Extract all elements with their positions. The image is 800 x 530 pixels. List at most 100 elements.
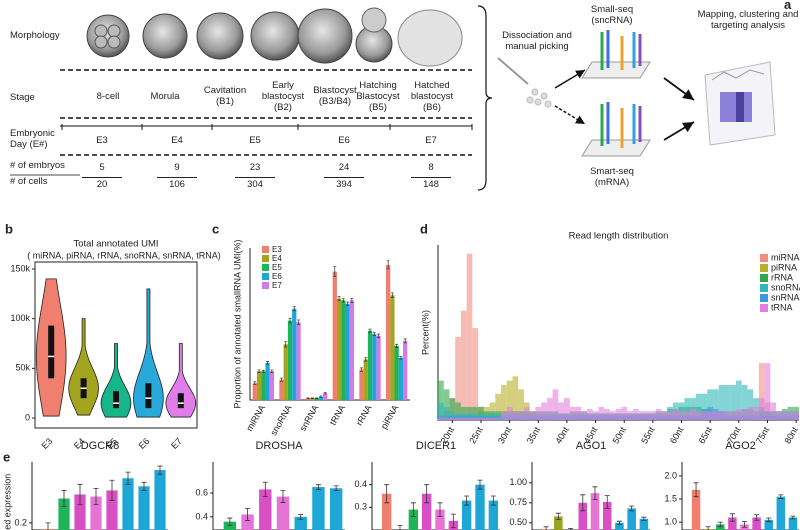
panel-label: d bbox=[420, 221, 428, 236]
axis bbox=[212, 462, 345, 530]
error-bar bbox=[705, 526, 711, 530]
bar bbox=[770, 402, 777, 420]
bar bbox=[655, 409, 662, 420]
legend-label: E6 bbox=[272, 272, 282, 281]
bar bbox=[466, 417, 473, 420]
bar bbox=[336, 298, 342, 400]
bar bbox=[558, 402, 565, 420]
bar bbox=[713, 411, 719, 420]
bar bbox=[312, 487, 325, 530]
error-bar bbox=[157, 465, 163, 475]
error-bar bbox=[604, 495, 610, 509]
y-tick-label: 1.0 bbox=[664, 517, 677, 527]
legend-swatch bbox=[760, 294, 768, 302]
row-label: # of cells bbox=[10, 176, 48, 187]
sequencing-reads bbox=[600, 30, 642, 148]
bar bbox=[758, 363, 765, 420]
error-bar bbox=[141, 481, 147, 491]
bar bbox=[122, 478, 134, 530]
y-tick-label: 0.75 bbox=[509, 497, 527, 507]
row-label: Morphology bbox=[10, 30, 60, 41]
embryo bbox=[397, 9, 463, 67]
bar bbox=[747, 389, 754, 420]
bar bbox=[752, 517, 761, 530]
error-bar bbox=[410, 502, 416, 517]
legend-swatch bbox=[262, 246, 269, 253]
y-tick-label: 50k bbox=[15, 363, 30, 373]
error-bar bbox=[297, 319, 301, 326]
bar bbox=[638, 411, 645, 420]
bar bbox=[443, 417, 450, 420]
bar bbox=[306, 398, 311, 400]
bar bbox=[506, 380, 513, 420]
bar bbox=[776, 411, 782, 420]
legend-label: E4 bbox=[272, 254, 282, 263]
bar bbox=[590, 493, 600, 530]
bar bbox=[575, 406, 582, 420]
y-tick-label: 2.0 bbox=[664, 470, 677, 480]
bar bbox=[667, 411, 673, 420]
bar bbox=[724, 411, 731, 420]
embryonic-day: E7 bbox=[425, 134, 437, 146]
bar bbox=[691, 489, 701, 530]
bar bbox=[586, 409, 593, 420]
panel-label: e bbox=[3, 449, 10, 464]
error-bar bbox=[364, 357, 368, 362]
x-tick-label: E7 bbox=[169, 436, 184, 451]
embryo-images bbox=[86, 7, 463, 67]
error-bar bbox=[245, 508, 251, 521]
bar bbox=[564, 398, 570, 420]
bar bbox=[747, 406, 754, 420]
bar bbox=[394, 345, 399, 400]
chart-title: DICER1 bbox=[416, 440, 456, 452]
bar bbox=[581, 411, 587, 420]
error-bar bbox=[77, 483, 83, 506]
bar bbox=[359, 369, 364, 400]
embryo bbox=[361, 7, 387, 33]
error-bar bbox=[490, 495, 496, 506]
bar bbox=[386, 264, 391, 400]
y-tick-label: 0.4 bbox=[354, 479, 367, 489]
error-bar bbox=[729, 513, 735, 522]
error-bar bbox=[629, 505, 635, 512]
cell bbox=[534, 98, 542, 106]
chart-title: Total annotated UMI bbox=[73, 239, 158, 250]
bar bbox=[367, 330, 373, 400]
cell-count: 304 bbox=[235, 177, 275, 190]
error-bar bbox=[45, 522, 51, 530]
bar bbox=[735, 380, 742, 420]
stage: Early blastocyst (B2) bbox=[261, 79, 305, 113]
bar bbox=[644, 411, 651, 420]
embryonic-day: E6 bbox=[338, 134, 350, 146]
legend-label: snRNA bbox=[771, 292, 800, 302]
bar bbox=[106, 490, 118, 530]
error-bar bbox=[333, 266, 337, 278]
bar bbox=[552, 389, 559, 420]
bar bbox=[455, 417, 461, 420]
bar bbox=[495, 417, 502, 420]
legend-swatch bbox=[760, 264, 768, 272]
stage: Morula bbox=[150, 90, 180, 102]
x-tick-label: snoRNA bbox=[268, 403, 293, 437]
chart-title: AGO2 bbox=[725, 440, 756, 452]
cell bbox=[94, 24, 108, 38]
box bbox=[113, 391, 119, 409]
cell bbox=[94, 35, 108, 49]
legend-swatch bbox=[262, 264, 269, 271]
axis bbox=[31, 462, 168, 530]
bar bbox=[372, 334, 377, 400]
cell-count: 394 bbox=[324, 177, 364, 190]
embryonic-day: E5 bbox=[249, 134, 261, 146]
legend-label: E3 bbox=[272, 245, 282, 254]
axis bbox=[34, 261, 198, 429]
bar bbox=[138, 486, 150, 530]
violin bbox=[133, 288, 164, 418]
method-label: Small-seq (sncRNA) bbox=[590, 4, 634, 26]
error-bar bbox=[778, 494, 784, 499]
bar bbox=[604, 409, 610, 420]
method-label: Smart-seq (mRNA) bbox=[590, 166, 634, 188]
bar bbox=[506, 406, 513, 420]
embryo bbox=[196, 12, 244, 60]
bar bbox=[252, 383, 257, 400]
